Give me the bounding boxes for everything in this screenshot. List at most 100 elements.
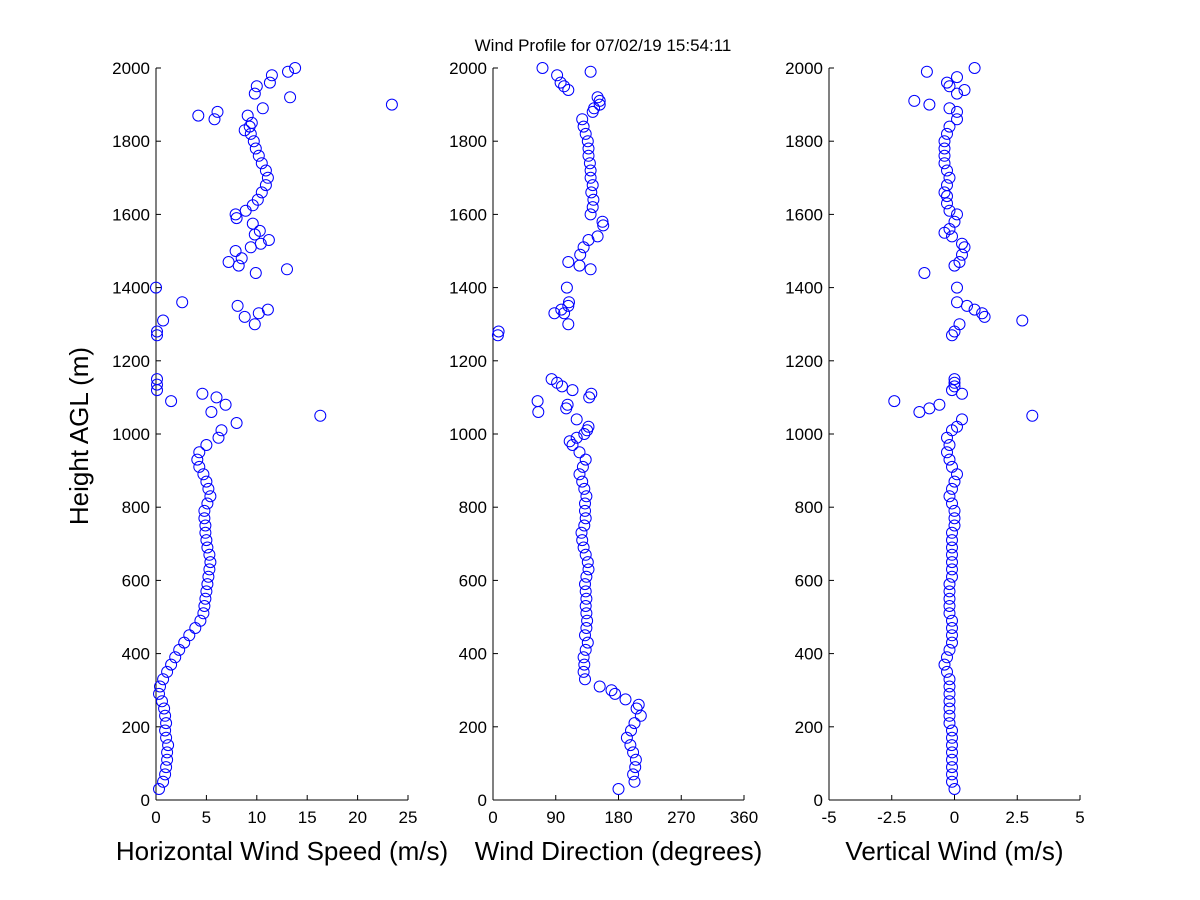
data-point bbox=[289, 62, 302, 74]
data-point bbox=[976, 307, 989, 320]
y-tick-label: 0 bbox=[478, 791, 487, 810]
x-tick-label: 20 bbox=[348, 808, 367, 827]
data-point bbox=[263, 76, 276, 89]
data-point bbox=[946, 746, 958, 759]
x-tick-label: 25 bbox=[399, 808, 418, 827]
data-point bbox=[161, 753, 174, 766]
data-point bbox=[923, 402, 936, 415]
y-tick-label: 0 bbox=[814, 791, 823, 810]
data-point bbox=[941, 127, 953, 140]
data-point bbox=[943, 643, 956, 656]
data-point bbox=[198, 504, 211, 517]
data-point bbox=[154, 680, 166, 693]
data-point bbox=[581, 135, 594, 148]
data-point bbox=[948, 373, 961, 386]
data-point bbox=[946, 384, 958, 397]
data-point bbox=[946, 230, 958, 243]
data-point bbox=[259, 179, 272, 192]
data-point bbox=[555, 303, 568, 316]
panel-vertical-wind: 0 200 400 600 800 1000 1200 1400 1600 1800 2000 -5 -… bbox=[785, 59, 1085, 866]
data-point bbox=[162, 739, 175, 752]
y-tick-label: 1600 bbox=[785, 205, 823, 224]
data-point bbox=[938, 226, 951, 239]
data-point bbox=[157, 314, 170, 327]
y-tick-label: 400 bbox=[795, 645, 823, 664]
data-point bbox=[943, 439, 956, 451]
data-point bbox=[951, 281, 963, 294]
data-point bbox=[948, 783, 961, 795]
y-tick-label: 2000 bbox=[112, 59, 150, 78]
data-point bbox=[951, 296, 963, 309]
y-tick-label: 1600 bbox=[112, 205, 150, 224]
data-point bbox=[157, 673, 170, 686]
x-tick-label: 180 bbox=[604, 808, 632, 827]
data-point bbox=[943, 607, 956, 620]
data-point bbox=[946, 534, 958, 547]
data-point bbox=[205, 406, 218, 418]
data-point bbox=[591, 230, 604, 243]
data-point bbox=[585, 387, 598, 400]
data-point bbox=[958, 84, 971, 96]
data-point bbox=[946, 753, 958, 766]
data-point bbox=[951, 113, 963, 126]
data-point bbox=[938, 135, 951, 148]
data-point bbox=[953, 256, 966, 268]
data-point bbox=[193, 446, 206, 459]
data-point bbox=[161, 665, 174, 678]
x-tick-label: -2.5 bbox=[877, 808, 906, 827]
data-point bbox=[968, 62, 981, 74]
data-point bbox=[247, 135, 260, 148]
data-point bbox=[204, 556, 217, 569]
data-point bbox=[196, 387, 209, 400]
data-point bbox=[591, 91, 604, 104]
data-point bbox=[244, 127, 257, 140]
x-tick-label: 5 bbox=[202, 808, 211, 827]
data-point bbox=[579, 600, 592, 612]
data-point bbox=[579, 512, 592, 525]
data-point bbox=[938, 658, 951, 671]
data-point bbox=[584, 171, 597, 184]
data-point bbox=[632, 698, 645, 711]
data-point bbox=[943, 80, 956, 93]
data-point bbox=[160, 761, 173, 774]
data-point bbox=[943, 592, 956, 605]
data-point bbox=[941, 164, 953, 177]
data-point bbox=[566, 439, 579, 451]
data-point bbox=[249, 142, 262, 155]
data-point bbox=[943, 600, 956, 612]
x-axis-label: Wind Direction (degrees) bbox=[475, 836, 763, 866]
y-tick-label: 800 bbox=[459, 498, 487, 517]
data-point bbox=[254, 237, 267, 250]
x-tick-label: 10 bbox=[247, 808, 266, 827]
data-point bbox=[581, 614, 594, 627]
data-point bbox=[151, 325, 163, 338]
data-point bbox=[211, 105, 224, 118]
data-point bbox=[941, 651, 953, 664]
data-point bbox=[579, 643, 592, 656]
data-point bbox=[938, 142, 951, 155]
y-tick-label: 200 bbox=[122, 718, 150, 737]
data-point bbox=[169, 651, 182, 664]
data-point bbox=[255, 157, 268, 170]
data-point bbox=[491, 329, 504, 342]
data-point bbox=[575, 526, 588, 539]
data-point bbox=[582, 563, 595, 576]
data-point bbox=[946, 548, 958, 561]
data-point bbox=[946, 541, 958, 554]
data-point bbox=[208, 113, 221, 126]
data-point bbox=[587, 193, 600, 206]
data-point bbox=[558, 80, 571, 93]
data-point bbox=[548, 307, 561, 320]
data-point bbox=[946, 614, 958, 627]
data-point bbox=[246, 217, 259, 230]
data-point bbox=[953, 318, 966, 331]
data-point bbox=[585, 186, 598, 199]
data-point bbox=[578, 658, 591, 671]
y-tick-label: 400 bbox=[459, 645, 487, 664]
data-point bbox=[584, 65, 597, 78]
data-point bbox=[581, 636, 594, 649]
y-tick-label: 1200 bbox=[785, 352, 823, 371]
data-point bbox=[946, 629, 958, 642]
data-point bbox=[951, 87, 963, 100]
